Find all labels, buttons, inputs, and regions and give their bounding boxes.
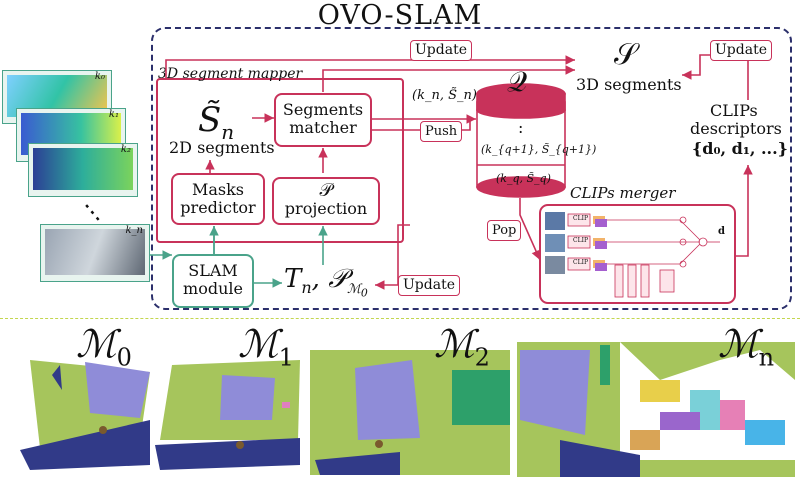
queue-symbol: 𝒬	[507, 65, 528, 98]
map-m2	[310, 350, 510, 475]
queue-dots: :	[518, 118, 524, 137]
queue-cylinder	[476, 83, 566, 198]
frame-k2: k₂	[28, 143, 138, 197]
map-renders	[20, 342, 795, 477]
queue-input: (k_n, S̃_n)	[412, 88, 477, 103]
queue-entry-q: (k_q, S̃_q)	[496, 172, 551, 185]
map-label-m1: ℳ1	[238, 322, 294, 372]
update-tag-right: Update	[710, 40, 772, 61]
matcher-line2: matcher	[289, 118, 357, 137]
page-title: OVO-SLAM	[317, 0, 483, 31]
s2d-label: 2D segments	[169, 138, 275, 157]
projection-box: 𝒫 projection	[272, 177, 380, 225]
masks-line2: predictor	[180, 198, 256, 217]
map-m1	[155, 360, 300, 470]
map-label-m0: ℳ0	[76, 322, 132, 372]
segments-matcher-box: Segments matcher	[274, 93, 372, 147]
ovo-slam-frame	[151, 27, 792, 310]
push-tag: Push	[420, 121, 463, 142]
slam-module-box: SLAM module	[172, 254, 254, 308]
clip-tag-1: CLIP	[573, 215, 588, 222]
frame-kn: k_n	[40, 224, 150, 282]
clips-merger-label: CLIPs merger	[570, 184, 676, 202]
projection-symbol: 𝒫	[319, 180, 333, 201]
clips-set: {d₀, d₁, ...}	[692, 139, 788, 158]
slam-line2: module	[183, 279, 243, 298]
segment-mapper-box	[156, 78, 404, 243]
segments-symbol: 𝒮	[614, 37, 638, 72]
map-label-mn: ℳn	[718, 322, 775, 372]
pose-output: Tn, 𝒫ℳ0	[284, 264, 368, 300]
segments-label: 3D segments	[576, 75, 682, 94]
clips-line2: descriptors	[690, 119, 782, 138]
segment-mapper-label: 3D segment mapper	[158, 66, 303, 82]
map-mn	[517, 342, 795, 477]
map-m0	[20, 360, 150, 470]
clips-merger-box	[539, 204, 736, 304]
matcher-line1: Segments	[282, 100, 364, 119]
update-tag-top: Update	[410, 40, 472, 61]
projection-label: projection	[284, 199, 368, 218]
clip-tag-3: CLIP	[573, 259, 588, 266]
s2d-symbol: S̃n	[198, 100, 235, 144]
slam-line1: SLAM	[188, 261, 238, 280]
update-tag-bottom: Update	[398, 275, 460, 296]
section-divider	[0, 318, 800, 319]
clip-output-d: d	[718, 226, 725, 237]
masks-line1: Masks	[191, 180, 245, 199]
masks-predictor-box: Masks predictor	[171, 173, 265, 225]
clip-tag-2: CLIP	[573, 237, 588, 244]
queue-entry-q1: (k_{q+1}, S̃_{q+1})	[481, 143, 597, 156]
pop-tag: Pop	[487, 220, 522, 241]
map-label-m2: ℳ2	[434, 322, 490, 372]
clips-line1: CLIPs	[710, 101, 758, 120]
